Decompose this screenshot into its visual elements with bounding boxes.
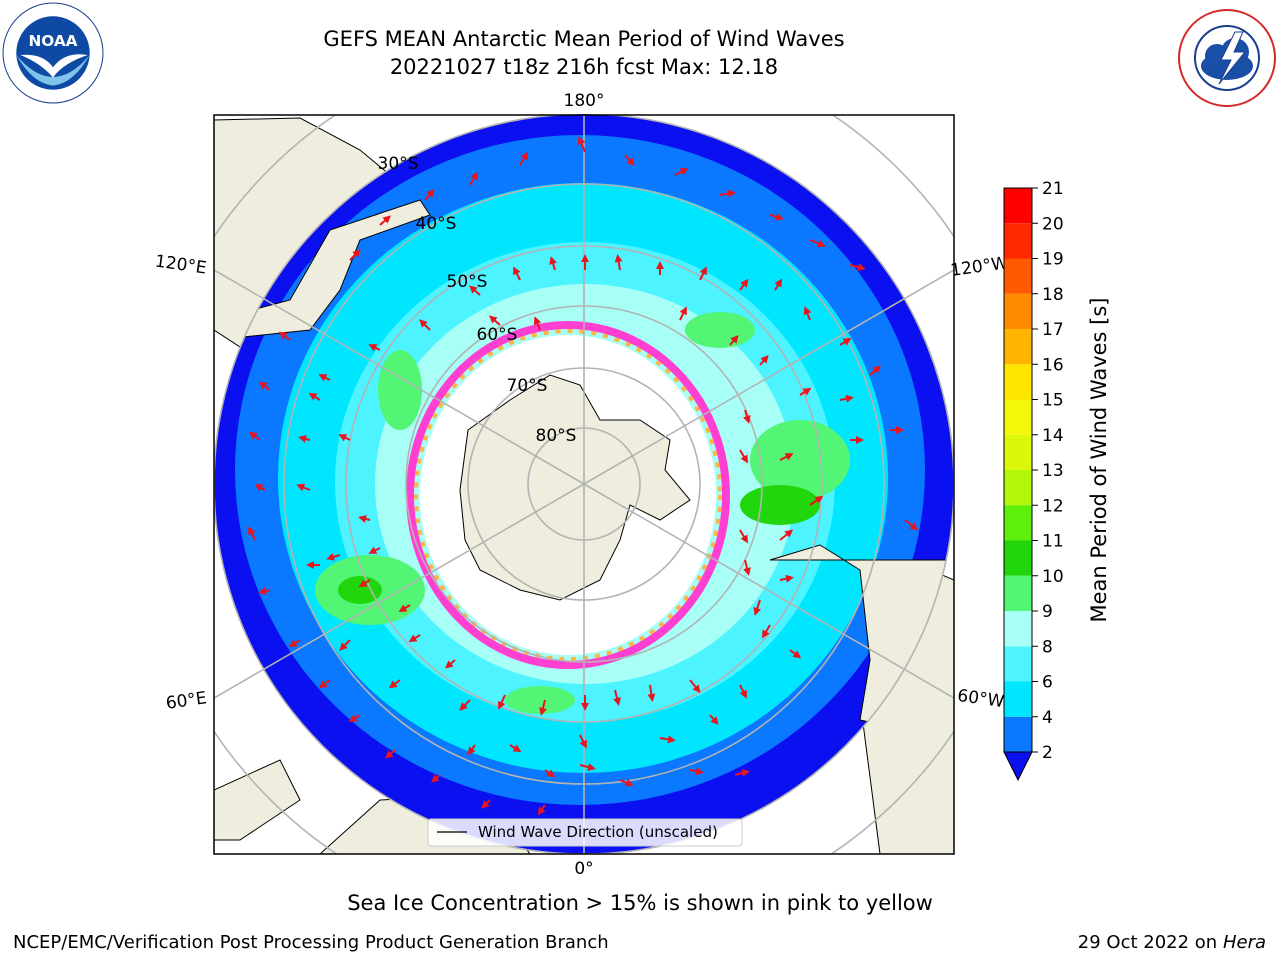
colorbar-tick-label: 12	[1042, 496, 1064, 516]
credit-line: NCEP/EMC/Verification Post Processing Pr…	[13, 932, 609, 953]
lat-label-30s: 30°S	[378, 154, 419, 174]
lat-label-70s: 70°S	[507, 376, 548, 396]
graticule	[214, 115, 954, 854]
colorbar-band	[1004, 681, 1032, 717]
noaa-logo: NOAA	[2, 2, 104, 104]
svg-text:NOAA: NOAA	[28, 32, 77, 50]
lon-label-0: 0°	[574, 859, 593, 879]
sea-ice-note: Sea Ice Concentration > 15% is shown in …	[347, 891, 933, 915]
colorbar-tick-label: 4	[1042, 708, 1053, 728]
colorbar-tick-label: 9	[1042, 602, 1053, 622]
colorbar-tick-label: 17	[1042, 320, 1064, 340]
colorbar-blocks	[1003, 187, 1033, 782]
colorbar: 2 4 6 8 9 10 11 12 13 14 15 16 17 18 19 20 21 Mean Perio…	[1003, 179, 1111, 782]
colorbar-tick-label: 10	[1042, 567, 1064, 587]
colorbar-ticks: 2 4 6 8 9 10 11 12 13 14 15 16 17 18 19 20 21	[1032, 179, 1064, 763]
colorbar-band	[1004, 188, 1032, 224]
chart-subtitle: 20221027 t18z 216h fcst Max: 12.18	[389, 55, 779, 79]
date-text: 29 Oct 2022 on	[1077, 932, 1218, 953]
colorbar-tick-label: 18	[1042, 285, 1064, 305]
chart-title: GEFS MEAN Antarctic Mean Period of Wind …	[323, 27, 845, 51]
colorbar-tick-label: 21	[1042, 179, 1064, 199]
colorbar-band	[1004, 258, 1032, 294]
national-weather-service-logo	[1178, 9, 1276, 107]
wind-wave-arrows	[248, 136, 919, 816]
colorbar-tick-label: 16	[1042, 355, 1064, 375]
colorbar-band	[1004, 399, 1032, 435]
host-name: Hera	[1222, 932, 1266, 953]
colorbar-tick-label: 6	[1042, 673, 1053, 693]
lat-label-50s: 50°S	[447, 272, 488, 292]
colorbar-band	[1004, 646, 1032, 682]
colorbar-band	[1004, 611, 1032, 647]
lon-label-60e: 60°E	[165, 688, 208, 713]
colorbar-tick-label: 2	[1042, 743, 1053, 763]
colorbar-tick-label: 8	[1042, 637, 1053, 657]
colorbar-tick-label: 20	[1042, 214, 1064, 234]
colorbar-band	[1004, 329, 1032, 365]
colorbar-label: Mean Period of Wind Waves [s]	[1087, 298, 1111, 623]
colorbar-band	[1004, 434, 1032, 470]
lat-label-40s: 40°S	[416, 214, 457, 234]
colorbar-extend-min	[1003, 751, 1033, 782]
legend-label: Wind Wave Direction (unscaled)	[478, 823, 718, 841]
colorbar-tick-label: 14	[1042, 426, 1064, 446]
colorbar-band	[1004, 575, 1032, 611]
map-frame	[213, 114, 955, 855]
colorbar-band	[1004, 716, 1032, 752]
colorbar-tick-label: 13	[1042, 461, 1064, 481]
colorbar-tick-label: 19	[1042, 250, 1064, 270]
lon-label-120e: 120°E	[154, 252, 208, 279]
lat-label-80s: 80°S	[536, 426, 577, 446]
colorbar-band	[1004, 470, 1032, 506]
date-stamp: 29 Oct 2022 on Hera	[1078, 932, 1266, 953]
map-legend: Wind Wave Direction (unscaled)	[427, 818, 743, 847]
colorbar-band	[1004, 223, 1032, 259]
colorbar-band	[1004, 364, 1032, 400]
colorbar-band	[1004, 505, 1032, 541]
colorbar-band	[1004, 293, 1032, 329]
colorbar-band	[1004, 540, 1032, 576]
lon-label-180: 180°	[564, 91, 605, 111]
colorbar-tick-label: 11	[1042, 532, 1064, 552]
lat-label-60s: 60°S	[477, 325, 518, 345]
colorbar-tick-label: 15	[1042, 391, 1064, 411]
